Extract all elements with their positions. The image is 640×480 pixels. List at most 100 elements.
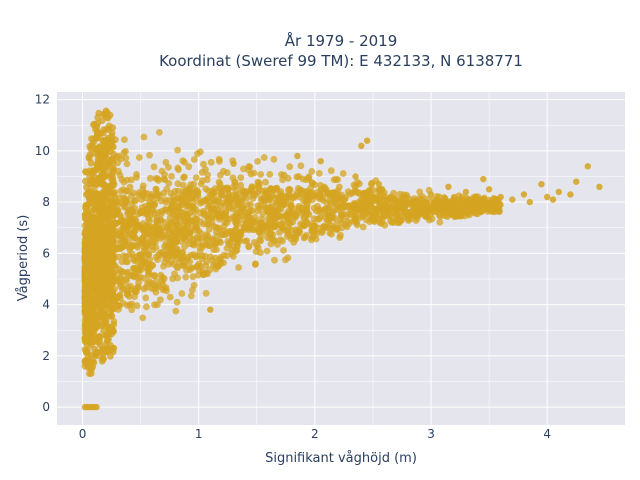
- data-point: [205, 220, 213, 228]
- data-point: [193, 233, 201, 241]
- data-point: [115, 152, 123, 160]
- data-point: [444, 213, 451, 221]
- data-point: [103, 109, 111, 117]
- data-point: [92, 190, 100, 197]
- data-point: [105, 244, 113, 252]
- data-point: [294, 152, 301, 160]
- data-point: [237, 228, 245, 236]
- data-point: [108, 306, 115, 314]
- data-point: [300, 234, 308, 242]
- data-point: [333, 189, 340, 197]
- data-point: [100, 171, 108, 179]
- data-point: [146, 151, 153, 159]
- data-point: [180, 262, 188, 270]
- data-point: [122, 148, 129, 155]
- data-point: [339, 170, 347, 177]
- data-point: [89, 338, 97, 345]
- data-point: [158, 251, 166, 259]
- data-point: [277, 196, 284, 204]
- data-point: [221, 231, 229, 239]
- data-point: [497, 193, 504, 201]
- data-point: [96, 227, 104, 235]
- data-point: [352, 188, 359, 195]
- data-point: [103, 332, 111, 339]
- data-point: [254, 207, 261, 215]
- data-point: [181, 173, 188, 181]
- data-point: [252, 248, 260, 256]
- data-point: [269, 206, 277, 214]
- data-point: [240, 193, 247, 201]
- data-point: [520, 191, 528, 198]
- data-point: [151, 301, 158, 309]
- data-point: [128, 306, 136, 314]
- data-point: [94, 212, 102, 219]
- data-point: [201, 209, 208, 217]
- data-point: [186, 266, 194, 274]
- data-point: [350, 201, 357, 209]
- data-point: [256, 236, 263, 244]
- data-point: [140, 275, 148, 282]
- data-point: [88, 359, 96, 366]
- data-point: [352, 173, 359, 180]
- data-point: [363, 137, 371, 144]
- data-point: [119, 278, 127, 286]
- data-point: [107, 207, 115, 215]
- data-point: [432, 204, 440, 212]
- data-point: [223, 252, 231, 260]
- data-point: [251, 239, 258, 246]
- data-point: [123, 160, 131, 168]
- data-point: [200, 160, 207, 168]
- data-point: [509, 196, 516, 203]
- data-point: [142, 194, 150, 202]
- data-point: [485, 202, 492, 209]
- data-point: [325, 190, 333, 198]
- data-point: [142, 294, 150, 302]
- data-point: [365, 187, 372, 195]
- data-point: [115, 265, 123, 273]
- data-point: [480, 194, 488, 202]
- data-point: [142, 259, 150, 266]
- data-point: [98, 164, 106, 172]
- data-point: [555, 188, 562, 196]
- data-point: [428, 215, 436, 223]
- y-axis-label: Vågperiod (s): [16, 215, 31, 302]
- data-point: [178, 290, 186, 297]
- data-point: [122, 154, 130, 162]
- x-tick-label: 1: [195, 427, 203, 441]
- data-point: [168, 240, 176, 248]
- data-point: [129, 215, 137, 223]
- data-point: [102, 228, 110, 236]
- data-point: [121, 199, 129, 207]
- data-point: [91, 145, 99, 153]
- data-point: [258, 197, 265, 205]
- y-tick-label: 10: [35, 144, 50, 158]
- data-point: [138, 251, 146, 259]
- data-point: [267, 240, 275, 248]
- data-point: [337, 231, 344, 239]
- data-point: [155, 177, 162, 184]
- data-point: [289, 193, 297, 201]
- data-point: [185, 202, 193, 210]
- data-point: [158, 274, 166, 281]
- data-point: [152, 244, 160, 251]
- data-point: [394, 215, 402, 223]
- data-point: [97, 130, 104, 138]
- data-point: [416, 188, 424, 196]
- data-point: [291, 214, 299, 222]
- data-point: [129, 189, 137, 197]
- data-point: [286, 231, 294, 239]
- data-point: [367, 202, 375, 210]
- data-point: [156, 231, 164, 239]
- data-point: [441, 196, 449, 204]
- data-point: [301, 215, 309, 223]
- data-point: [445, 183, 452, 190]
- data-point: [124, 187, 132, 195]
- data-point: [544, 193, 551, 201]
- data-point: [308, 168, 316, 175]
- data-point: [309, 234, 316, 241]
- data-point: [147, 284, 155, 292]
- data-point: [114, 198, 121, 206]
- data-point: [277, 236, 284, 244]
- data-point: [260, 154, 268, 161]
